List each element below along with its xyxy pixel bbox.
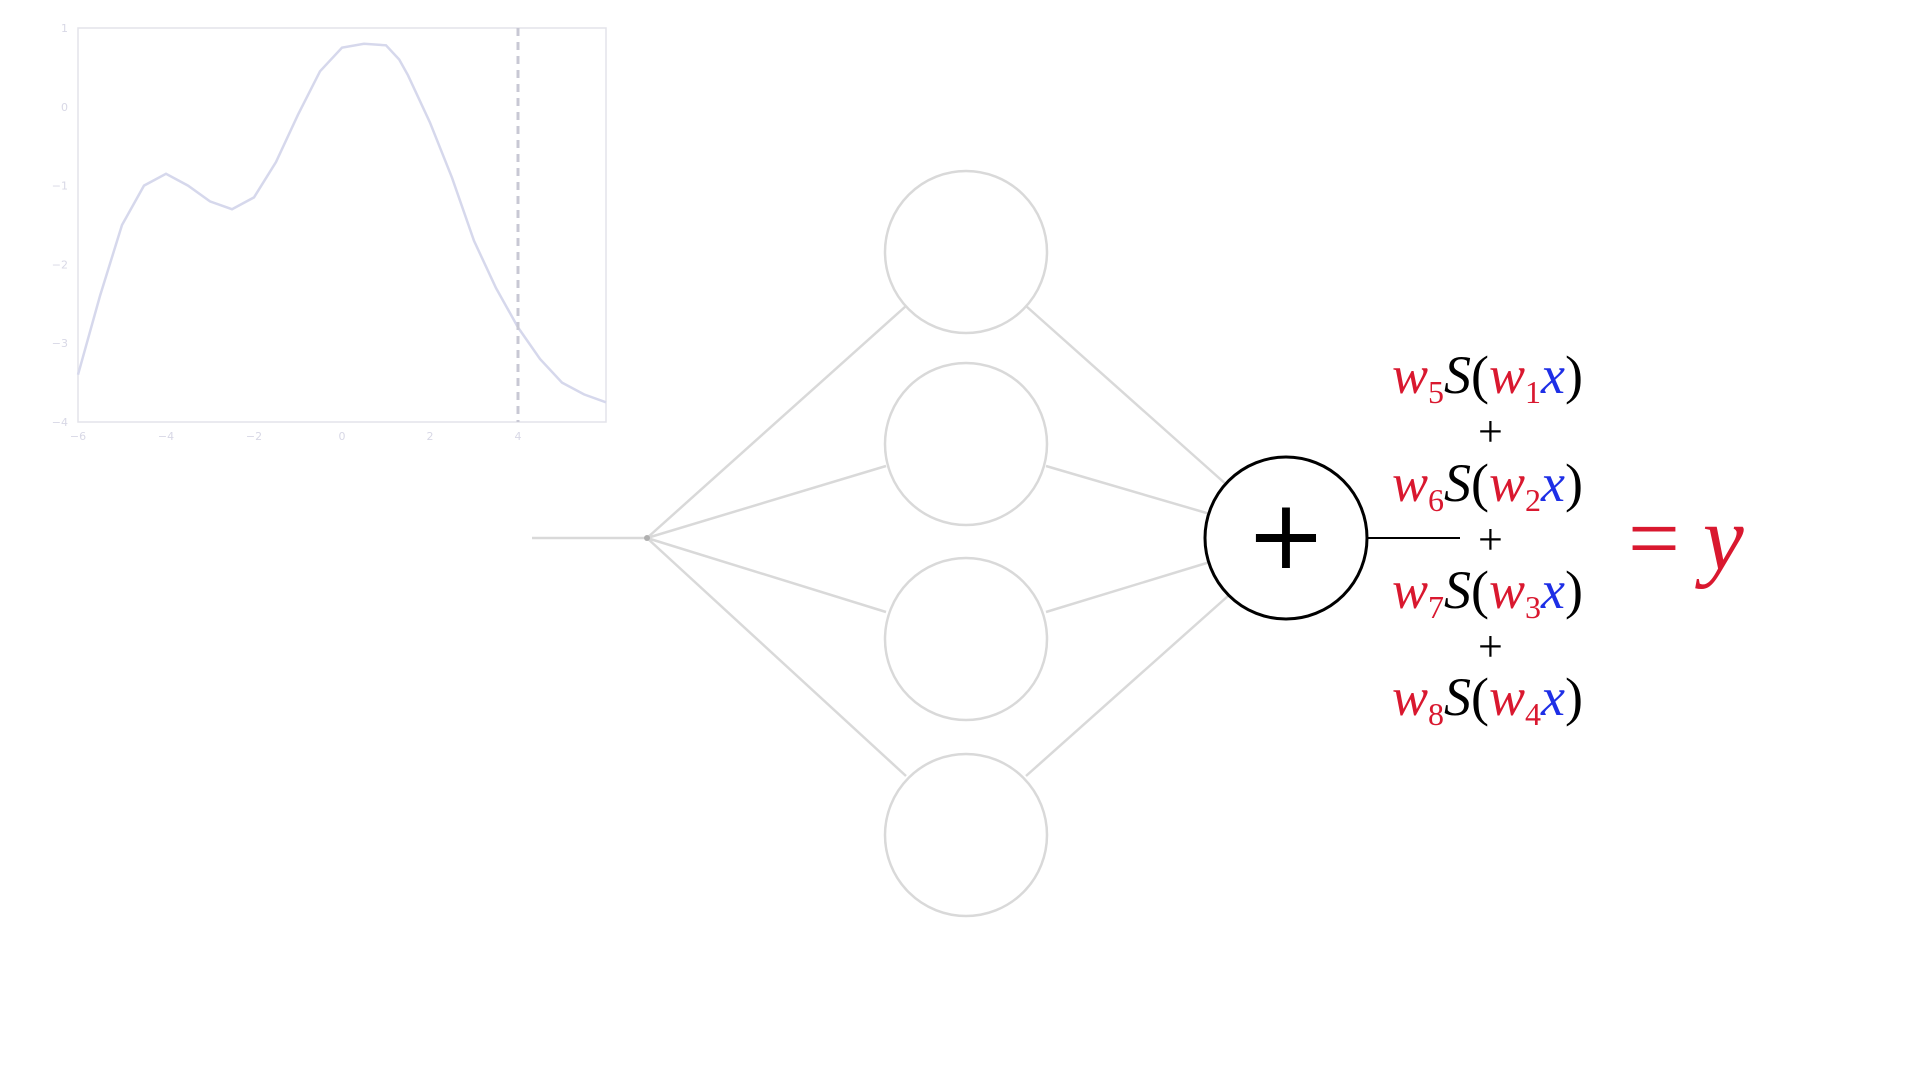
w6: w6 (1392, 453, 1445, 518)
edge-input-node1 (646, 305, 907, 539)
w8: w8 (1392, 667, 1445, 732)
y-tick-label: −1 (52, 180, 68, 193)
edge-node3-sum (1045, 560, 1211, 614)
sigmoid-s: S (1444, 453, 1472, 513)
x-var: x (1541, 453, 1566, 513)
term-1: w5S(w1x) (1392, 345, 1583, 410)
x-tick-label: 2 (427, 430, 434, 443)
edge-input-node2 (646, 464, 887, 540)
sigmoid-s: S (1444, 560, 1472, 620)
x-tick-label: 0 (339, 430, 346, 443)
plot-frame (77, 27, 607, 423)
edge-node4-sum (1025, 595, 1229, 777)
w4: w4 (1489, 667, 1542, 732)
function-curve (76, 42, 607, 404)
edge-input-node4 (646, 537, 907, 777)
term-4: w8S(w4x) (1392, 667, 1583, 732)
sum-plus-symbol: + (1246, 479, 1326, 591)
term-3: w7S(w3x) (1392, 560, 1583, 625)
x-axis: −6 −4 −2 0 2 4 (70, 430, 522, 443)
function-plot: 10−1−2−3−4 −6 −4 −2 0 2 4 (52, 22, 607, 443)
plus-1: + (1478, 407, 1503, 456)
sigmoid-s: S (1444, 345, 1472, 405)
y-tick-label: −3 (52, 337, 68, 350)
w7: w7 (1392, 560, 1445, 625)
input-node (644, 535, 650, 541)
edge-input-node3 (646, 536, 887, 614)
x-tick-label: −6 (70, 430, 86, 443)
w5: w5 (1392, 345, 1445, 410)
hidden-node-3 (883, 556, 1049, 722)
result-equals-y: = y (1628, 492, 1744, 584)
x-tick-label: 4 (515, 430, 522, 443)
x-tick-label: −4 (158, 430, 174, 443)
w3: w3 (1489, 560, 1542, 625)
edge-node1-sum (1025, 305, 1229, 487)
hidden-node-2 (883, 361, 1049, 527)
y-axis: 1 0 −1 −2 −3 −4 (52, 22, 68, 429)
y-tick-label: 1 (61, 22, 68, 35)
equals-sign: = (1628, 487, 1680, 589)
edge-node2-sum (1045, 464, 1211, 516)
x-var: x (1541, 560, 1566, 620)
hidden-node-1 (883, 169, 1049, 335)
w2: w2 (1489, 453, 1542, 518)
y-tick-label: 0 (61, 101, 68, 114)
plus-3: + (1478, 622, 1503, 671)
y-tick-label: −4 (52, 416, 68, 429)
x-tick-label: −2 (246, 430, 262, 443)
w1: w1 (1489, 345, 1542, 410)
term-2: w6S(w2x) (1392, 453, 1583, 518)
plus-2: + (1478, 515, 1503, 564)
network-edges (532, 305, 1229, 777)
x-var: x (1541, 345, 1566, 405)
y-var: y (1702, 487, 1744, 589)
x-var: x (1541, 667, 1566, 727)
hidden-node-4 (883, 752, 1049, 918)
sigmoid-s: S (1444, 667, 1472, 727)
y-tick-label: −2 (52, 258, 68, 271)
hidden-nodes (883, 169, 1049, 918)
